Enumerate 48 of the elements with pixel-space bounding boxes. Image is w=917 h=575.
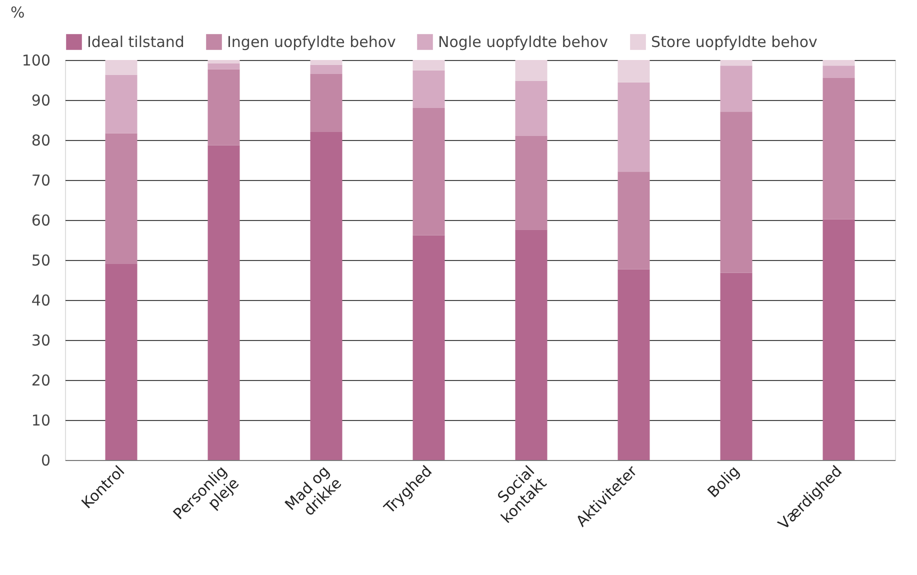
bar [618,82,650,172]
bar [412,60,445,70]
bar [208,69,240,146]
bar [105,264,138,460]
y-tick-label: 30 [31,332,50,350]
y-tick-label: 10 [31,412,50,430]
bar [105,133,138,264]
y-tick-label: 80 [31,132,50,150]
bar [310,60,342,65]
bar [515,80,548,136]
bar [618,269,650,460]
bar [822,66,855,78]
bar [412,70,445,108]
bar [515,230,548,460]
bar [208,60,240,64]
y-tick-label: 20 [31,372,50,390]
bar [822,219,855,460]
bar [515,60,548,81]
legend-label: Nogle uopfyldte behov [438,33,608,51]
bar [105,60,138,75]
bar [822,78,855,220]
y-tick-label: 60 [31,212,50,230]
bar [720,272,752,460]
y-tick-label: 100 [22,52,50,70]
legend-label: Store uopfyldte behov [651,33,818,51]
bar [310,74,342,132]
bar [822,60,855,66]
bar [515,136,548,230]
bar [208,63,240,70]
bar [618,60,650,82]
y-tick-label: 40 [31,292,50,310]
bar [618,172,650,270]
bar [720,60,752,66]
y-tick-label: 70 [31,172,50,190]
y-tick-label: 0 [40,452,50,470]
bar [412,108,445,236]
legend-label: Ideal tilstand [87,33,184,51]
bar [208,145,240,460]
bar [412,235,445,460]
bar [720,66,752,112]
y-tick-label: 50 [31,252,50,270]
y-tick-label: 90 [31,92,50,110]
bar [310,132,342,460]
bar [105,74,138,134]
y-axis-title: % [10,4,25,22]
legend-label: Ingen uopfyldte behov [227,33,396,51]
bar [310,64,342,74]
bar [720,112,752,273]
